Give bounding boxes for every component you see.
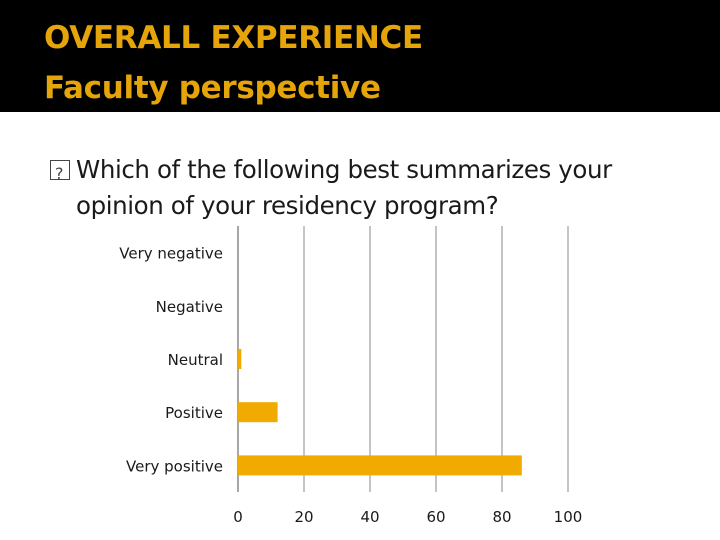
- title-band: OVERALL EXPERIENCE Faculty perspective: [0, 0, 720, 112]
- x-tick-label: 20: [294, 508, 313, 526]
- slide-subtitle: Faculty perspective: [44, 70, 381, 106]
- x-tick-label: 40: [360, 508, 379, 526]
- bar: [238, 349, 242, 369]
- category-label: Positive: [165, 404, 223, 422]
- x-tick-label: 100: [554, 508, 583, 526]
- slide-title: OVERALL EXPERIENCE: [44, 20, 423, 56]
- bar: [238, 402, 278, 423]
- x-tick-label: 80: [492, 508, 511, 526]
- bullet-icon: [50, 156, 70, 192]
- category-label: Neutral: [168, 351, 223, 369]
- x-tick-label: 60: [426, 508, 445, 526]
- question-line-1: Which of the following best summarizes y…: [76, 155, 612, 184]
- category-label: Very negative: [119, 245, 223, 263]
- category-label: Very positive: [126, 457, 223, 475]
- question-line-2: opinion of your residency program?: [76, 191, 499, 220]
- question-text: Which of the following best summarizes y…: [50, 152, 700, 224]
- x-tick-label: 0: [233, 508, 243, 526]
- category-label: Negative: [156, 298, 223, 316]
- bar: [238, 455, 522, 476]
